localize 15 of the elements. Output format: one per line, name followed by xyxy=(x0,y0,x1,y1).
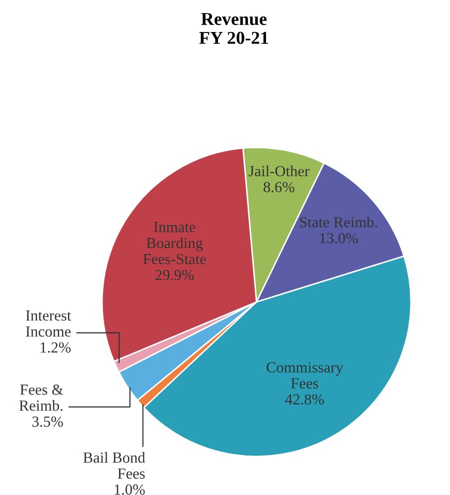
slice-label: Jail-Other xyxy=(248,166,310,176)
slice-label: State Reimb. xyxy=(300,216,377,228)
slice-label: Inmate Boarding Fees-State xyxy=(143,222,206,264)
data-label: 3.5% xyxy=(32,416,63,427)
slice-label: Fees & Reimb. xyxy=(19,384,64,411)
slice-label: Bail Bond Fees xyxy=(83,452,146,479)
data-label: 1.2% xyxy=(40,342,71,353)
data-label: 42.8% xyxy=(285,394,324,405)
data-label: 13.0% xyxy=(320,233,358,244)
chart-title: Revenue FY 20-21 xyxy=(199,13,268,44)
data-label: 1.0% xyxy=(114,484,145,495)
slice-label: Interest Income xyxy=(26,310,72,337)
slice-label: Commissary Fees xyxy=(266,362,344,389)
data-label: 8.6% xyxy=(264,182,294,192)
data-label: 29.9% xyxy=(156,270,194,280)
